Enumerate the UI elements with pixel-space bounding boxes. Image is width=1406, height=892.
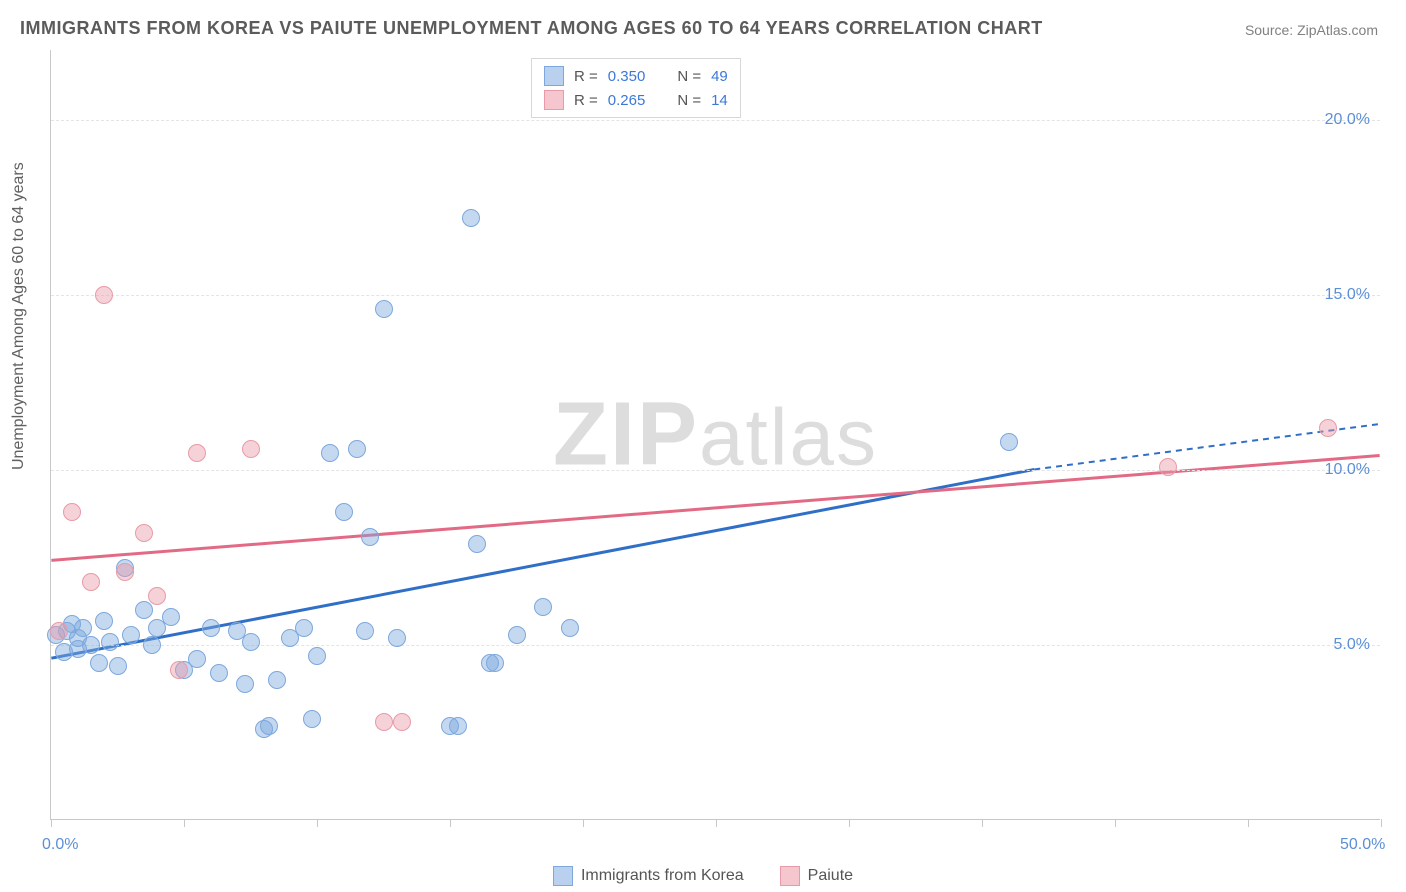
x-tick-label: 0.0% [42,836,78,854]
x-tick [51,819,52,827]
korea-point [348,440,366,458]
x-tick [1381,819,1382,827]
korea-point [162,608,180,626]
r-value: 0.350 [608,68,646,85]
korea-trendline [51,469,1034,658]
korea-point [295,619,313,637]
source-attribution: Source: ZipAtlas.com [1245,22,1378,38]
korea-point [260,717,278,735]
paiute-point [95,286,113,304]
y-axis-label: Unemployment Among Ages 60 to 64 years [10,162,28,470]
korea-point [82,636,100,654]
legend-item: Immigrants from Korea [553,866,744,886]
korea-point [188,650,206,668]
korea-point [388,629,406,647]
x-tick [450,819,451,827]
gridline [51,120,1380,121]
correlation-legend: R = 0.350 N = 49 R = 0.265 N = 14 [531,58,741,118]
korea-point [375,300,393,318]
korea-point [361,528,379,546]
korea-point [321,444,339,462]
paiute-point [375,713,393,731]
paiute-point [188,444,206,462]
chart-title: IMMIGRANTS FROM KOREA VS PAIUTE UNEMPLOY… [20,18,1043,39]
n-label: N = [677,92,701,109]
legend-swatch [780,866,800,886]
r-value: 0.265 [608,92,646,109]
legend-swatch [553,866,573,886]
r-label: R = [574,68,598,85]
x-tick [716,819,717,827]
n-label: N = [677,68,701,85]
korea-point [122,626,140,644]
gridline [51,295,1380,296]
korea-point [90,654,108,672]
korea-point [468,535,486,553]
korea-point [356,622,374,640]
legend-swatch [544,66,564,86]
y-tick-label: 5.0% [1334,636,1370,654]
x-tick [849,819,850,827]
korea-point [242,633,260,651]
korea-point [1000,433,1018,451]
legend-label: Paiute [808,867,853,885]
korea-point [101,633,119,651]
paiute-point [82,573,100,591]
korea-point [143,636,161,654]
paiute-point [135,524,153,542]
y-tick-label: 20.0% [1325,111,1370,129]
x-tick-label: 50.0% [1340,836,1385,854]
korea-point [202,619,220,637]
y-tick-label: 15.0% [1325,286,1370,304]
paiute-point [242,440,260,458]
korea-point [210,664,228,682]
korea-point [135,601,153,619]
paiute-point [170,661,188,679]
gridline [51,470,1380,471]
legend-swatch [544,90,564,110]
n-value: 14 [711,92,728,109]
paiute-point [393,713,411,731]
r-label: R = [574,92,598,109]
legend-row: R = 0.265 N = 14 [544,88,728,112]
korea-point [534,598,552,616]
korea-point [462,209,480,227]
legend-item: Paiute [780,866,853,886]
korea-point [236,675,254,693]
n-value: 49 [711,68,728,85]
paiute-point [116,563,134,581]
x-tick [1248,819,1249,827]
korea-point [95,612,113,630]
legend-label: Immigrants from Korea [581,867,744,885]
plot-area: ZIP atlas R = 0.350 N = 49 R = 0.265 N =… [50,50,1380,820]
trend-lines [51,50,1380,819]
korea-point [561,619,579,637]
paiute-point [1319,419,1337,437]
korea-point [74,619,92,637]
x-tick [317,819,318,827]
korea-point [486,654,504,672]
series-legend: Immigrants from Korea Paiute [0,866,1406,886]
korea-point [303,710,321,728]
korea-point [308,647,326,665]
y-tick-label: 10.0% [1325,461,1370,479]
x-tick [1115,819,1116,827]
paiute-point [1159,458,1177,476]
korea-point [508,626,526,644]
x-tick [184,819,185,827]
paiute-point [63,503,81,521]
paiute-point [148,587,166,605]
korea-point [335,503,353,521]
korea-point [449,717,467,735]
paiute-trendline [51,455,1379,560]
x-tick [982,819,983,827]
korea-point [109,657,127,675]
korea-point [268,671,286,689]
legend-row: R = 0.350 N = 49 [544,64,728,88]
paiute-point [50,622,68,640]
x-tick [583,819,584,827]
